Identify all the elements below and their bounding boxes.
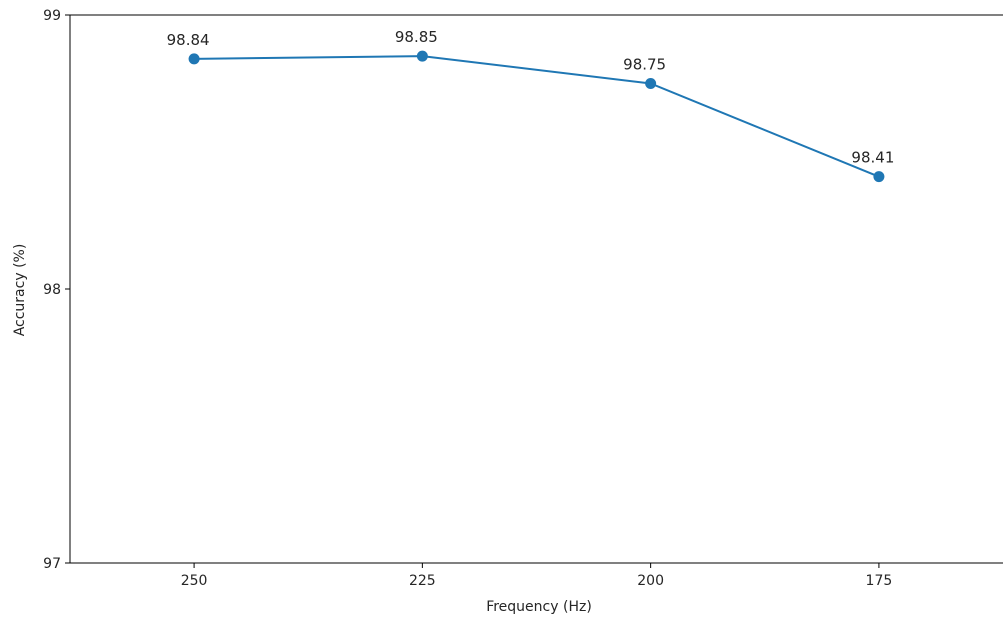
x-tick-label: 200 — [637, 573, 664, 589]
x-axis-label: Frequency (Hz) — [486, 599, 592, 615]
y-axis-label: Accuracy (%) — [12, 244, 28, 337]
data-point — [645, 78, 657, 89]
y-axis-ticks: 97 98 99 — [43, 8, 70, 572]
series-layer — [188, 50, 885, 183]
data-labels-layer: 98.84 98.85 98.75 98.41 — [167, 28, 895, 167]
x-tick-label: 225 — [409, 573, 436, 589]
y-tick-label: 98 — [43, 282, 61, 298]
x-axis-ticks: 250 225 200 175 — [181, 563, 893, 589]
data-point — [873, 171, 885, 183]
x-tick-label: 175 — [866, 573, 893, 589]
data-label: 98.85 — [395, 28, 438, 46]
y-tick-label: 97 — [43, 556, 61, 572]
plot-area — [69, 14, 1003, 564]
data-label: 98.84 — [167, 31, 210, 49]
data-point — [416, 50, 428, 62]
data-label: 98.75 — [623, 56, 666, 74]
data-point — [188, 53, 200, 65]
data-label: 98.41 — [851, 149, 894, 167]
x-tick-label: 250 — [181, 573, 208, 589]
y-tick-label: 99 — [43, 8, 61, 24]
series-line — [194, 55, 880, 178]
